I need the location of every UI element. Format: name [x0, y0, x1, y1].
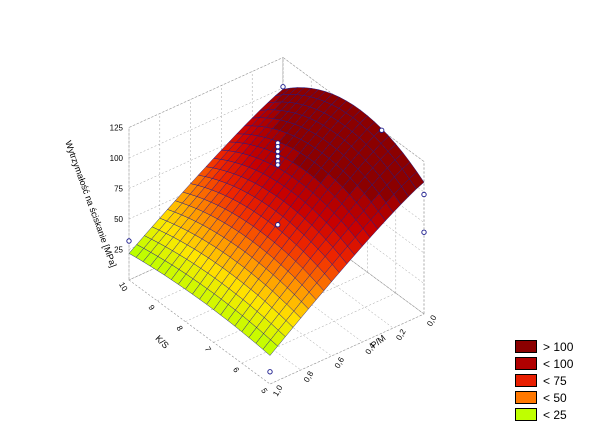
x-tick-label: 8: [175, 324, 185, 333]
data-point: [280, 84, 286, 90]
data-point: [421, 191, 427, 198]
z-tick-label: 125: [110, 124, 124, 133]
grid-line: [282, 57, 425, 162]
legend-label: < 25: [543, 407, 567, 422]
z-tick-label: 100: [110, 154, 124, 163]
legend-label: < 75: [543, 373, 567, 388]
data-point: [379, 127, 385, 133]
data-point: [421, 229, 427, 235]
z-tick-label: 75: [114, 185, 123, 194]
data-points: [126, 84, 427, 375]
data-point: [275, 143, 281, 150]
legend-item: > 100: [515, 338, 573, 355]
legend-label: < 100: [543, 356, 574, 371]
legend: > 100 < 100 < 75 < 50 < 25: [515, 338, 573, 423]
data-point: [126, 238, 132, 244]
data-point: [275, 148, 281, 155]
y-tick-label: 0,0: [425, 313, 439, 328]
y-tick-label: 0,6: [333, 355, 347, 370]
x-tick-label: 10: [117, 281, 130, 294]
y-tick-label: 0,2: [394, 327, 408, 342]
x-tick-label: 7: [203, 345, 213, 354]
grid-line: [128, 87, 284, 159]
grid-line: [128, 57, 284, 128]
data-point: [267, 369, 273, 375]
legend-item: < 75: [515, 372, 573, 389]
x-tick-label: 6: [231, 366, 241, 375]
legend-swatch: [515, 391, 537, 404]
legend-item: < 50: [515, 389, 573, 406]
legend-swatch: [515, 408, 537, 421]
y-tick-label: 0,8: [302, 369, 316, 384]
z-tick-label: 25: [114, 246, 123, 255]
x-axis-title: K/S: [153, 333, 170, 350]
legend-label: < 50: [543, 390, 567, 405]
x-tick-label: 5: [259, 387, 269, 396]
x-tick-label: 9: [146, 303, 156, 312]
data-point: [275, 162, 281, 168]
grid-line: [128, 279, 271, 385]
data-point: [275, 222, 281, 228]
surface-cell: [409, 171, 425, 190]
legend-swatch: [515, 374, 537, 387]
legend-item: < 100: [515, 355, 573, 372]
grid-line: [269, 313, 425, 385]
y-tick-label: 1,0: [271, 383, 285, 398]
legend-swatch: [515, 357, 537, 370]
legend-item: < 25: [515, 406, 573, 423]
response-surface: [128, 87, 425, 356]
z-tick-label: 50: [114, 215, 123, 224]
legend-swatch: [515, 340, 537, 353]
legend-label: > 100: [543, 339, 574, 354]
data-point: [275, 153, 281, 160]
